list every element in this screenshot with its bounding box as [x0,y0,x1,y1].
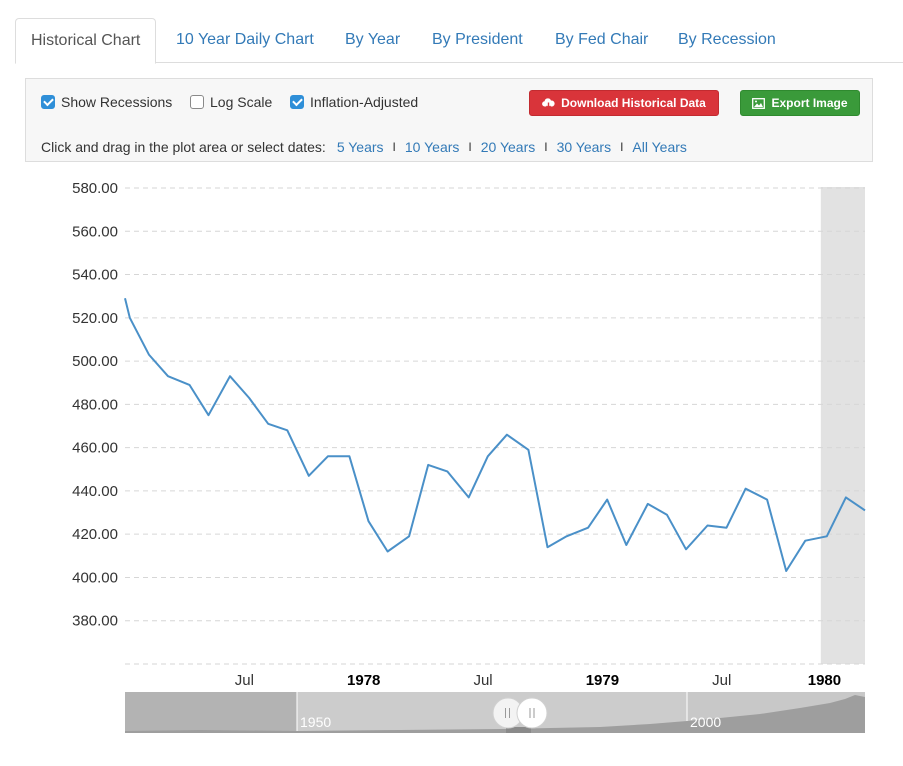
cloud-download-icon [542,97,555,109]
download-historical-data-label: Download Historical Data [561,96,706,110]
range-prompt: Click and drag in the plot area or selec… [41,139,326,155]
x-tick-label-year: 1979 [586,672,619,689]
range-separator: I [544,140,548,154]
y-tick-label: 560.00 [72,223,118,240]
range-navigator[interactable]: 1950 2000 [125,692,865,733]
navigator-left-handle[interactable] [492,697,524,729]
y-tick-label: 480.00 [72,396,118,413]
series-line [124,298,866,572]
image-icon [752,97,766,109]
navigator-left-mask [125,692,297,733]
grid-lines [125,187,865,665]
y-tick-label: 460.00 [72,440,118,457]
navigator-series-area [125,695,865,733]
show-recessions-label: Show Recessions [61,94,173,110]
recession-band [820,187,865,664]
y-tick-label: 540.00 [72,267,118,284]
range-separator: I [392,140,396,154]
log-scale-toggle[interactable]: Log Scale [190,93,272,111]
range-5-years-link[interactable]: 5 Years [336,139,384,155]
tab-by-year[interactable]: By Year [345,31,401,48]
x-tick-label-year: 1978 [347,672,380,689]
export-image-label: Export Image [771,96,848,110]
tab-by-fed-chair[interactable]: By Fed Chair [555,31,649,48]
date-range-selector: Click and drag in the plot area or selec… [41,139,687,155]
inflation-adjusted-checkbox[interactable] [290,95,304,109]
x-axis-labels: Jul 1978 Jul 1979 Jul 1980 [235,672,841,689]
navigator-label-1950: 1950 [300,714,331,730]
show-recessions-checkbox[interactable] [41,95,55,109]
inflation-adjusted-toggle[interactable]: Inflation-Adjusted [290,93,418,111]
range-30-years-link[interactable]: 30 Years [556,139,612,155]
range-separator: I [468,140,472,154]
export-image-button[interactable]: Export Image [740,90,860,116]
tab-bar: Historical Chart 10 Year Daily Chart By … [15,18,903,64]
show-recessions-toggle[interactable]: Show Recessions [41,93,172,111]
series-layer [124,298,866,572]
y-tick-label: 500.00 [72,353,118,370]
chart-controls-panel: Show Recessions Log Scale Inflation-Adju… [25,78,873,162]
y-tick-label: 420.00 [72,526,118,543]
range-separator: I [620,140,624,154]
navigator-selected-window [506,727,531,733]
range-all-years-link[interactable]: All Years [632,139,687,155]
range-10-years-link[interactable]: 10 Years [404,139,460,155]
y-tick-label: 380.00 [72,613,118,630]
y-tick-label: 400.00 [72,569,118,586]
inflation-adjusted-label: Inflation-Adjusted [310,94,419,110]
y-tick-label: 520.00 [72,310,118,327]
y-tick-label: 580.00 [72,180,118,197]
y-tick-label: 440.00 [72,483,118,500]
x-tick-label-month: Jul [473,672,492,689]
log-scale-label: Log Scale [210,94,273,110]
range-20-years-link[interactable]: 20 Years [480,139,536,155]
tab-historical-chart[interactable]: Historical Chart [15,18,157,64]
tabs-divider [15,62,903,63]
x-tick-label-month: Jul [712,672,731,689]
tab-by-president[interactable]: By President [432,31,523,48]
log-scale-checkbox[interactable] [190,95,204,109]
navigator-right-handle[interactable] [516,697,548,729]
x-tick-label-year: 1980 [808,672,841,689]
y-axis-labels: 580.00 560.00 540.00 520.00 500.00 480.00 460.… [72,180,118,630]
historical-chart[interactable]: 580.00 560.00 540.00 520.00 500.00 480.00 460.… [0,165,903,745]
navigator-label-2000: 2000 [690,714,721,730]
tab-by-recession[interactable]: By Recession [678,31,776,48]
tab-10-year-daily-chart[interactable]: 10 Year Daily Chart [176,31,314,48]
x-tick-label-month: Jul [235,672,254,689]
download-historical-data-button[interactable]: Download Historical Data [529,90,719,116]
recession-band-layer [820,187,865,664]
